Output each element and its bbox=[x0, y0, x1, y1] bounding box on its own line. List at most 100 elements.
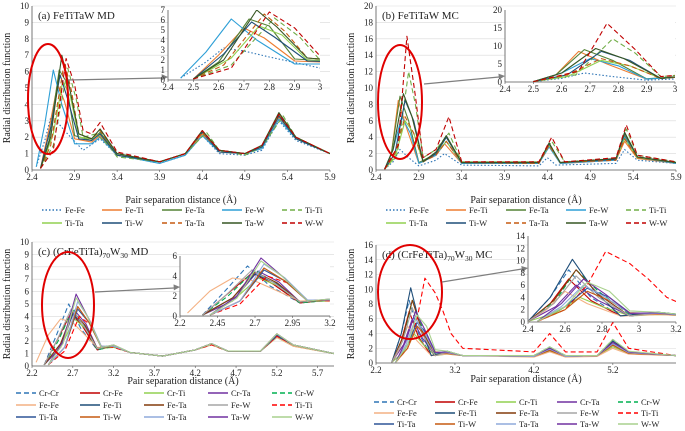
y-tick-label: 8 bbox=[369, 299, 374, 309]
x-tick-label: 2.7 bbox=[67, 368, 79, 378]
inset-x-tick-label: 2.7 bbox=[584, 84, 596, 94]
zoom-arrow-head bbox=[161, 74, 168, 81]
y-tick-label: 7 bbox=[25, 50, 30, 60]
legend-label: W-W bbox=[295, 412, 313, 422]
series-line-ti-ti bbox=[395, 277, 676, 363]
inset-x-tick-label: 2.2 bbox=[174, 318, 185, 328]
series-line-ti-ti bbox=[47, 315, 334, 366]
legend-label: Ti-Ta bbox=[39, 412, 58, 422]
highlight-ellipse bbox=[27, 43, 69, 155]
y-axis-title: Radial distribution function bbox=[346, 249, 357, 360]
inset-y-tick-label: 0 bbox=[173, 311, 178, 321]
y-tick-label: 2 bbox=[369, 149, 374, 159]
inset-y-tick-label: 0 bbox=[161, 75, 166, 85]
zoom-arrow bbox=[423, 76, 500, 85]
inset-series-line-fe-ti bbox=[528, 258, 676, 322]
title-part: 30 bbox=[465, 254, 473, 263]
legend-label: Fe-Ta bbox=[167, 400, 187, 410]
legend-label: Cr-W bbox=[641, 397, 660, 407]
inset-x-tick-label: 2.4 bbox=[499, 84, 511, 94]
inset-series-line-ta-ta bbox=[193, 13, 320, 80]
y-tick-label: 8 bbox=[369, 99, 374, 109]
legend-label: Ti-W bbox=[103, 412, 121, 422]
inset-x-tick-label: 3.2 bbox=[324, 318, 335, 328]
legend-label: Fe-Fe bbox=[65, 205, 85, 215]
inset-series-line-w-w bbox=[537, 281, 676, 322]
y-tick-label: 14 bbox=[364, 255, 374, 265]
inset-series-line-ta-w bbox=[209, 257, 330, 316]
y-tick-label: 16 bbox=[364, 34, 374, 44]
panel-title: (b) FeTiTaW MC bbox=[382, 10, 459, 22]
inset-series-line-fe-ti bbox=[202, 273, 330, 316]
legend-label: Cr-Ti bbox=[519, 397, 538, 407]
x-tick-label: 4.9 bbox=[585, 172, 597, 182]
y-tick-label: 0 bbox=[369, 165, 374, 175]
legend-label: Fe-Ta bbox=[529, 205, 549, 215]
panel-title: (c) (CrFeTiTa)70W30 MD bbox=[38, 246, 148, 260]
inset-series-line-ta-w bbox=[533, 47, 675, 82]
legend-label: Fe-W bbox=[245, 205, 264, 215]
x-tick-label: 3.9 bbox=[499, 172, 511, 182]
inset-x-tick-label: 2.7 bbox=[238, 82, 250, 92]
highlight-ellipse bbox=[377, 44, 423, 160]
x-axis-title: Pair separation distance (Å) bbox=[127, 375, 238, 387]
legend-label: Cr-Ta bbox=[231, 388, 251, 398]
y-tick-label: 0 bbox=[25, 165, 30, 175]
inset-y-tick-label: 5 bbox=[498, 59, 503, 69]
panel-c: 0 1 2 3 4 5 6 7 8 9 10 2.2 2.7 3.2 3.7 4.2 4.7 5.2 5.7 (c) … bbox=[2, 237, 336, 422]
inset-series-line-w-w bbox=[209, 260, 330, 316]
x-tick-label: 3.4 bbox=[112, 172, 124, 182]
inset-y-tick-label: 4 bbox=[161, 35, 166, 45]
title-part: MC bbox=[473, 249, 493, 261]
highlight-ellipse bbox=[41, 251, 95, 359]
inset-y-tick-label: 3 bbox=[161, 45, 166, 55]
inset-y-tick-label: 6 bbox=[521, 280, 526, 290]
inset-series-line-ti-ti bbox=[537, 250, 676, 322]
legend-label: Cr-W bbox=[295, 388, 314, 398]
title-part: 70 bbox=[103, 251, 111, 260]
series-line-fe-fe bbox=[384, 148, 676, 170]
y-tick-label: 3 bbox=[25, 116, 30, 126]
legend-label: Fe-Fe bbox=[397, 408, 417, 418]
title-part: (d) (CrFeTiTa) bbox=[382, 249, 447, 261]
x-tick-label: 4.9 bbox=[239, 172, 251, 182]
inset-y-tick-label: 14 bbox=[516, 231, 526, 241]
legend-label: Ti-Ti bbox=[295, 400, 313, 410]
legend-label: Fe-Ti bbox=[469, 205, 488, 215]
legend-label: Cr-Fe bbox=[458, 397, 478, 407]
series-line-w-w bbox=[47, 297, 334, 366]
series-line-w-w bbox=[384, 35, 676, 170]
y-tick-label: 12 bbox=[364, 270, 373, 280]
x-tick-label: 3.2 bbox=[108, 368, 119, 378]
title-part: W bbox=[110, 246, 121, 258]
x-axis-title: Pair separation distance (Å) bbox=[125, 194, 236, 206]
y-tick-label: 2 bbox=[369, 343, 374, 353]
inset-series-line-fe-ta bbox=[192, 18, 320, 80]
y-tick-label: 0 bbox=[369, 358, 374, 368]
legend-label: Ta-Ta bbox=[185, 218, 205, 228]
inset-x-tick-label: 2.4 bbox=[162, 82, 174, 92]
x-tick-label: 3.2 bbox=[449, 365, 460, 375]
x-tick-label: 2.9 bbox=[413, 172, 425, 182]
y-tick-label: 4 bbox=[25, 99, 30, 109]
legend-label: Fe-Ti bbox=[458, 408, 477, 418]
inset-series-line-cr-ta bbox=[528, 284, 676, 322]
inset-y-tick-label: 10 bbox=[493, 41, 503, 51]
legend-label: W-W bbox=[649, 218, 667, 228]
y-tick-label: 10 bbox=[20, 1, 30, 11]
legend-label: Fe-W bbox=[589, 205, 608, 215]
inset-series-line-ti-w bbox=[192, 21, 320, 80]
inset-y-tick-label: 0 bbox=[521, 317, 526, 327]
inset-y-tick-label: 10 bbox=[516, 256, 526, 266]
x-tick-label: 4.2 bbox=[528, 365, 539, 375]
inset-x-tick-label: 2.5 bbox=[188, 82, 200, 92]
x-tick-label: 3.9 bbox=[154, 172, 166, 182]
y-tick-label: 8 bbox=[25, 262, 30, 272]
inset-y-tick-label: 0 bbox=[498, 77, 503, 87]
inset-background bbox=[168, 10, 320, 80]
legend-label: Ta-W bbox=[580, 419, 599, 429]
title-part: 70 bbox=[447, 254, 455, 263]
legend-label: Ta-Ta bbox=[167, 412, 187, 422]
zoom-arrow bbox=[67, 77, 163, 81]
